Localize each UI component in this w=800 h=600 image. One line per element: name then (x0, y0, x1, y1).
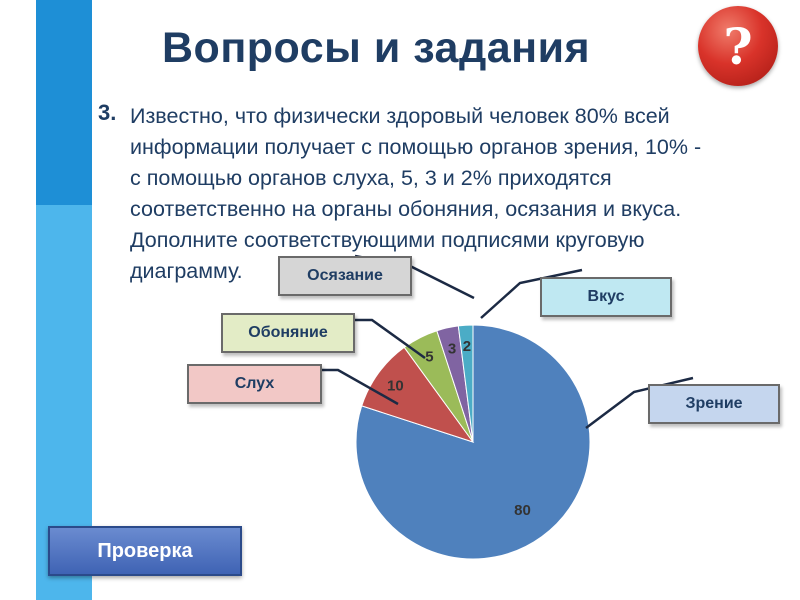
label-obonyanie[interactable]: Обоняние (221, 313, 355, 353)
question-line: информации получает с помощью органов зр… (130, 135, 702, 159)
question-line: Дополните соответствующими подписями кру… (130, 228, 645, 252)
leader-line-zrenie (585, 376, 694, 429)
question-line: соответственно на органы обоняния, осяза… (130, 197, 682, 221)
check-button[interactable]: Проверка (48, 526, 242, 576)
label-osyazanie[interactable]: Осязание (278, 256, 412, 296)
pie-slices (355, 324, 591, 560)
question-line: Известно, что физически здоровый человек… (130, 104, 670, 128)
pie-value-label-sluh: 10 (387, 378, 404, 395)
leader-line-obonyanie (355, 318, 426, 360)
pie-value-label-zrenie: 80 (514, 502, 531, 519)
leader-line-sluh (322, 368, 399, 406)
pie-value-label-obonyanie: 5 (425, 349, 433, 366)
question-line: с помощью органов слуха, 5, 3 и 2% прихо… (130, 166, 612, 190)
pie-value-label-vkus: 2 (463, 338, 471, 355)
pie-slice-sluh (361, 346, 475, 443)
question-text: Известно, что физически здоровый человек… (130, 101, 770, 287)
leader-line-vkus (480, 268, 583, 319)
pie-slice-zrenie (355, 324, 591, 560)
label-zrenie[interactable]: Зрение (648, 384, 780, 424)
pie-slice-vkus (457, 324, 474, 443)
question-number: 3. (98, 100, 117, 125)
help-button[interactable]: ? (698, 6, 778, 86)
pie-value-label-osyazanie: 3 (448, 340, 456, 357)
page-title: Вопросы и задания (162, 24, 591, 72)
question-mark-icon: ? (723, 16, 753, 76)
label-sluh[interactable]: Слух (187, 364, 322, 404)
pie-value-labels: 80 10 5 3 2 (387, 338, 531, 519)
question-line: диаграмму. (130, 259, 243, 283)
sidebar-accent-top (36, 0, 92, 205)
label-vkus[interactable]: Вкус (540, 277, 672, 317)
